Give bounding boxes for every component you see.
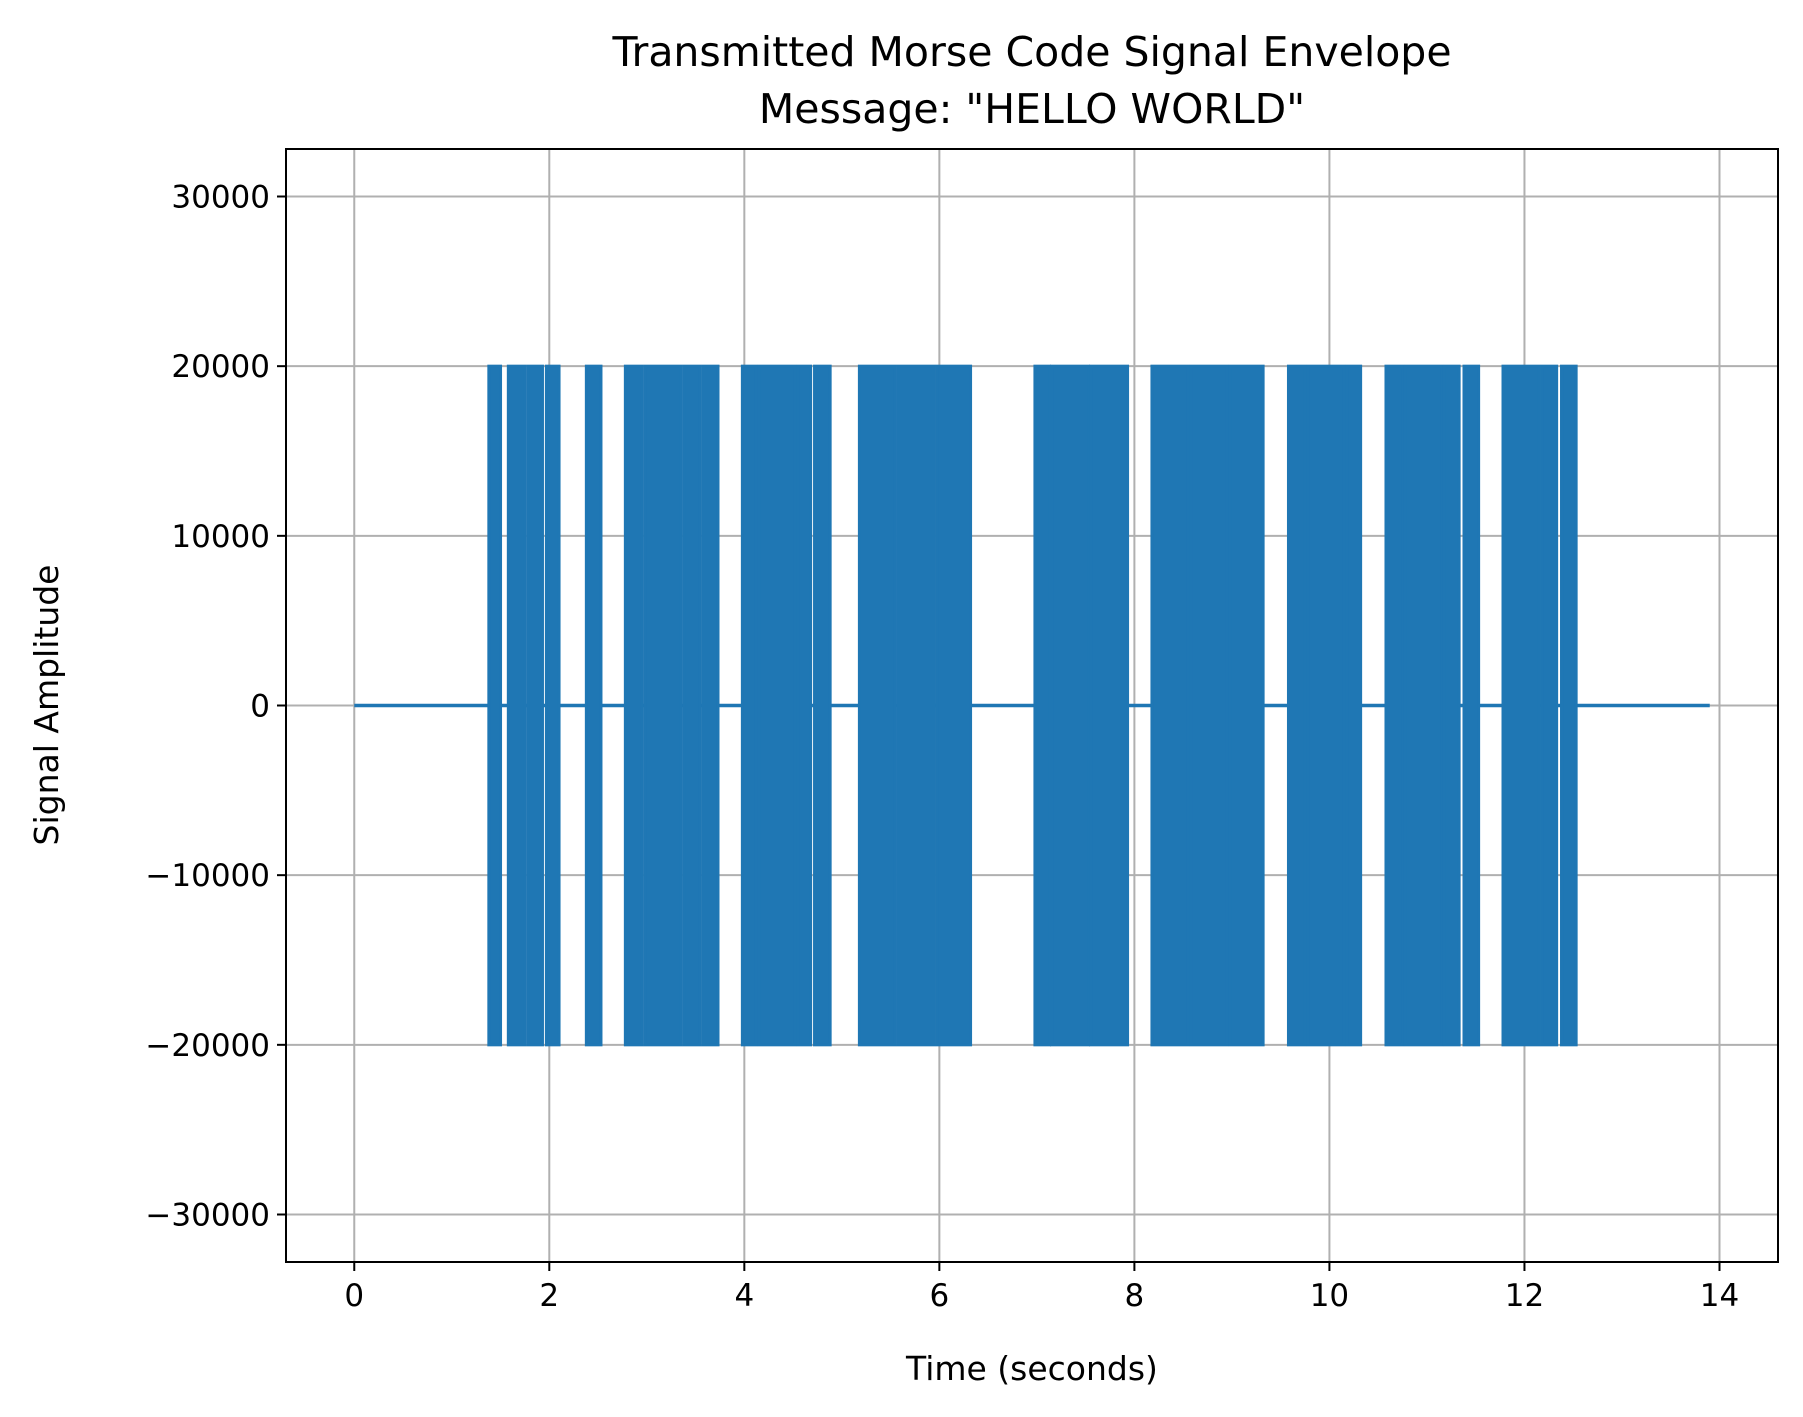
x-axis-label: Time (seconds) xyxy=(905,1349,1158,1388)
signal-burst xyxy=(1286,364,1307,1047)
x-tick-label: 2 xyxy=(539,1278,559,1314)
signal-burst xyxy=(1462,364,1481,1047)
signal-burst xyxy=(796,364,813,1047)
y-tick-label: 10000 xyxy=(171,519,270,555)
signal-burst xyxy=(544,364,561,1047)
signal-burst xyxy=(1560,364,1578,1047)
y-tick-label: −30000 xyxy=(145,1197,270,1233)
y-axis: 30000 20000 10000 0 −10000 −20000 −30000 xyxy=(145,180,286,1233)
chart-subtitle: Message: "HELLO WORLD" xyxy=(759,85,1305,133)
signal-burst xyxy=(1501,364,1541,1047)
y-tick-label: −10000 xyxy=(145,858,270,894)
plot-area xyxy=(354,364,1710,1047)
signal-burst xyxy=(1345,364,1363,1047)
signal-burst xyxy=(757,364,797,1047)
signal-burst xyxy=(506,364,527,1047)
y-tick-label: −20000 xyxy=(145,1028,270,1064)
signal-burst xyxy=(1442,364,1461,1047)
signal-burst xyxy=(487,364,503,1047)
signal-burst xyxy=(857,364,897,1047)
x-axis: 0 2 4 6 8 10 12 14 xyxy=(344,1262,1739,1314)
signal-burst xyxy=(1384,364,1405,1047)
y-axis-label: Signal Amplitude xyxy=(27,565,66,846)
signal-burst xyxy=(1189,364,1229,1047)
chart-title: Transmitted Morse Code Signal Envelope xyxy=(611,28,1451,76)
x-tick-label: 12 xyxy=(1505,1278,1544,1314)
signal-burst xyxy=(740,364,758,1047)
signal-burst xyxy=(813,364,832,1047)
y-tick-label: 0 xyxy=(250,689,270,725)
signal-burst xyxy=(584,364,603,1047)
x-tick-label: 0 xyxy=(344,1278,364,1314)
signal-burst xyxy=(526,364,544,1047)
signal-burst xyxy=(1306,364,1346,1047)
y-tick-label: 30000 xyxy=(171,180,270,216)
x-tick-label: 10 xyxy=(1310,1278,1349,1314)
signal-burst xyxy=(701,364,720,1047)
signal-burst xyxy=(1050,364,1091,1047)
signal-burst xyxy=(1033,364,1052,1047)
signal-burst xyxy=(682,364,702,1047)
signal-burst xyxy=(896,364,936,1047)
x-tick-label: 6 xyxy=(929,1278,949,1314)
signal-burst xyxy=(935,364,973,1047)
signal-burst xyxy=(623,364,644,1047)
x-tick-label: 14 xyxy=(1700,1278,1739,1314)
signal-burst xyxy=(1150,364,1190,1047)
signal-burst xyxy=(1403,364,1444,1047)
y-tick-label: 20000 xyxy=(171,349,270,385)
signal-burst xyxy=(1089,364,1130,1047)
signal-burst xyxy=(1540,364,1559,1047)
signal-burst xyxy=(1228,364,1265,1047)
signal-burst xyxy=(643,364,683,1047)
x-tick-label: 8 xyxy=(1125,1278,1145,1314)
x-tick-label: 4 xyxy=(734,1278,754,1314)
